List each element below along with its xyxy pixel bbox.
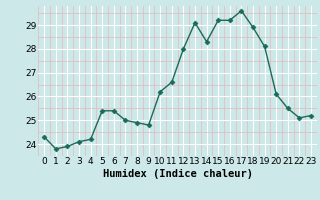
X-axis label: Humidex (Indice chaleur): Humidex (Indice chaleur) [103, 169, 252, 179]
